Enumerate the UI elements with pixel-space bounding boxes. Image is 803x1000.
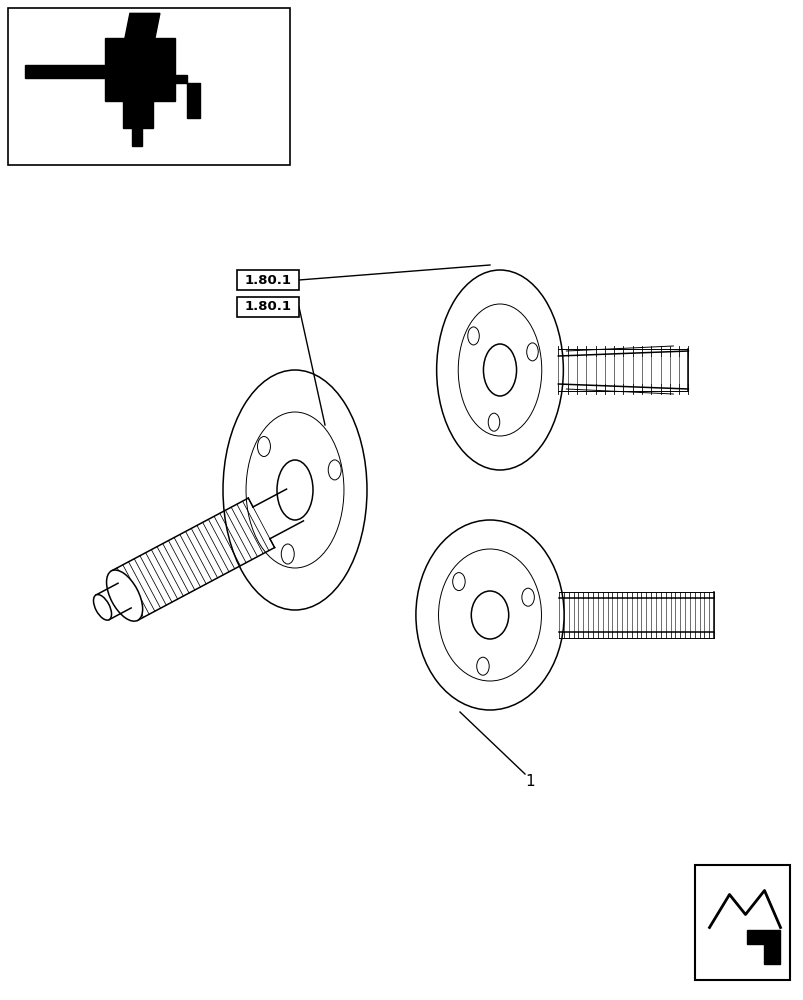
Ellipse shape <box>521 588 534 606</box>
Ellipse shape <box>277 460 312 520</box>
Ellipse shape <box>526 343 537 361</box>
Polygon shape <box>747 930 780 964</box>
Ellipse shape <box>452 573 465 591</box>
Ellipse shape <box>257 437 270 457</box>
Ellipse shape <box>471 591 508 639</box>
Polygon shape <box>123 101 153 128</box>
Ellipse shape <box>281 544 294 564</box>
Polygon shape <box>104 38 175 101</box>
Ellipse shape <box>467 327 479 345</box>
Ellipse shape <box>93 595 112 620</box>
Polygon shape <box>25 65 104 78</box>
Bar <box>694 865 789 980</box>
Bar <box>237 270 299 290</box>
Text: 1.80.1: 1.80.1 <box>244 300 291 314</box>
Polygon shape <box>132 128 141 146</box>
Ellipse shape <box>436 270 563 470</box>
Text: 1: 1 <box>524 774 534 790</box>
Ellipse shape <box>438 549 540 681</box>
Ellipse shape <box>458 304 541 436</box>
Ellipse shape <box>487 413 499 431</box>
Text: 1.80.1: 1.80.1 <box>244 273 291 286</box>
Ellipse shape <box>476 657 488 675</box>
Bar <box>8 8 290 165</box>
Ellipse shape <box>107 570 142 621</box>
Ellipse shape <box>483 344 516 396</box>
Ellipse shape <box>246 412 344 568</box>
Bar <box>237 297 299 317</box>
Ellipse shape <box>222 370 366 610</box>
Ellipse shape <box>415 520 564 710</box>
Polygon shape <box>175 75 200 118</box>
Ellipse shape <box>328 460 340 480</box>
Polygon shape <box>124 13 160 38</box>
